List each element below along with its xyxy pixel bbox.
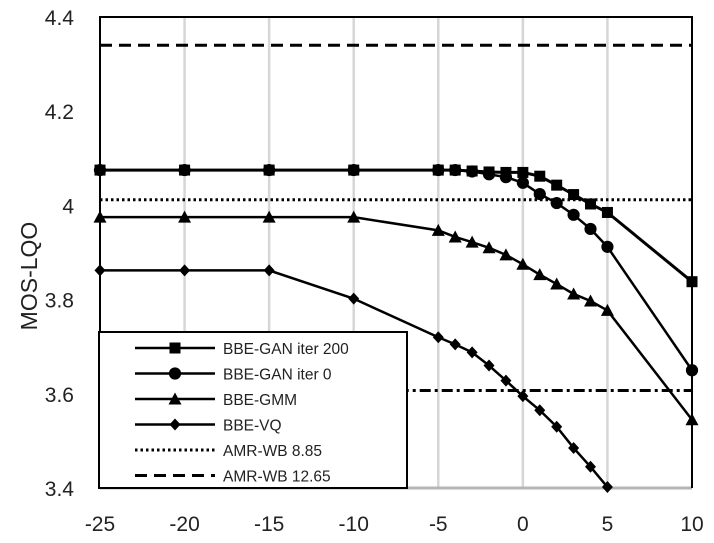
diamond-marker (551, 420, 563, 433)
legend-label: AMR-WB 12.65 (223, 469, 331, 486)
series-line-2 (100, 168, 694, 371)
legend-label: BBE-GAN iter 200 (223, 341, 349, 358)
x-tick-label: -15 (254, 513, 284, 536)
circle-marker (449, 163, 462, 177)
circle-marker (533, 187, 546, 201)
circle-marker (263, 163, 276, 177)
legend-label: AMR-WB 8.85 (223, 443, 322, 460)
diamond-marker (169, 418, 181, 431)
triangle-marker (600, 303, 614, 316)
legend: BBE-GAN iter 200 BBE-GAN iter 0 BBE-GMM BBE… (98, 331, 408, 489)
tick-labels: -25 -20 -15 -10 -5 0 5 10 3.4 3.6 3.8 4 4.2 4.4 (45, 7, 704, 536)
square-marker (585, 198, 597, 210)
triangle-marker (567, 287, 581, 300)
square-marker (517, 166, 529, 178)
triangle-marker (533, 268, 547, 281)
diamond-marker (601, 481, 613, 494)
diamond-marker (179, 264, 191, 277)
x-tick-label: -5 (429, 513, 448, 536)
x-tick-label: 0 (517, 513, 529, 536)
triangle-marker (347, 210, 361, 223)
circle-marker (178, 163, 191, 177)
series-line-3 (100, 215, 693, 421)
circle-marker (466, 165, 479, 178)
diamond-marker (500, 374, 512, 387)
triangle-marker (550, 277, 564, 290)
x-tick-label: 10 (680, 513, 703, 536)
triangle-marker (448, 230, 462, 243)
y-axis-label: MOS-LQO (16, 222, 42, 331)
diamond-marker (568, 441, 580, 454)
diamond-marker (263, 264, 275, 277)
y-tick-label: 4.2 (45, 101, 74, 124)
diamond-marker (483, 359, 495, 372)
circle-marker (168, 367, 182, 380)
circle-marker (347, 163, 360, 177)
y-tick-label: 4 (62, 195, 74, 218)
triangle-marker (431, 223, 445, 236)
diamond-marker (449, 338, 461, 351)
square-marker (601, 206, 613, 218)
diamond-marker (534, 404, 546, 417)
circle-marker (550, 196, 563, 210)
y-tick-label: 4.4 (45, 7, 75, 30)
triangle-marker (584, 294, 598, 307)
triangle-marker (499, 248, 513, 261)
legend-label: BBE-GAN iter 0 (223, 367, 332, 384)
circle-marker (584, 222, 597, 236)
x-tick-label: -10 (339, 513, 369, 536)
diamond-marker (466, 346, 478, 359)
diamond-marker (348, 292, 360, 305)
square-marker (534, 170, 546, 182)
triangle-marker (516, 257, 530, 270)
triangle-marker (262, 210, 276, 223)
x-tick-label: -20 (169, 513, 199, 536)
diamond-marker (517, 390, 529, 403)
x-tick-label: -25 (85, 513, 115, 536)
legend-box (98, 331, 408, 489)
legend-label: BBE-GMM (223, 392, 297, 409)
x-tick-label: 5 (602, 513, 614, 536)
circle-marker (601, 240, 614, 253)
circle-marker (567, 208, 580, 221)
triangle-marker (482, 241, 496, 254)
y-tick-label: 3.4 (45, 478, 75, 501)
square-marker (551, 179, 563, 191)
square-marker (568, 189, 580, 201)
circle-marker (516, 176, 529, 189)
circle-marker (499, 171, 513, 184)
plot-frame (99, 16, 693, 488)
diamond-marker (432, 331, 444, 344)
triangle-marker (178, 210, 192, 223)
legend-label: BBE-VQ (223, 418, 282, 435)
diamond-marker (585, 460, 597, 473)
triangle-marker (168, 392, 182, 405)
y-tick-label: 3.8 (45, 290, 74, 313)
circle-marker (482, 168, 496, 181)
square-marker (169, 342, 181, 354)
series-line-1 (100, 168, 693, 283)
circle-marker (432, 163, 445, 177)
y-tick-label: 3.6 (45, 384, 74, 407)
triangle-marker (465, 235, 479, 248)
plot-frame-layer (99, 16, 693, 488)
